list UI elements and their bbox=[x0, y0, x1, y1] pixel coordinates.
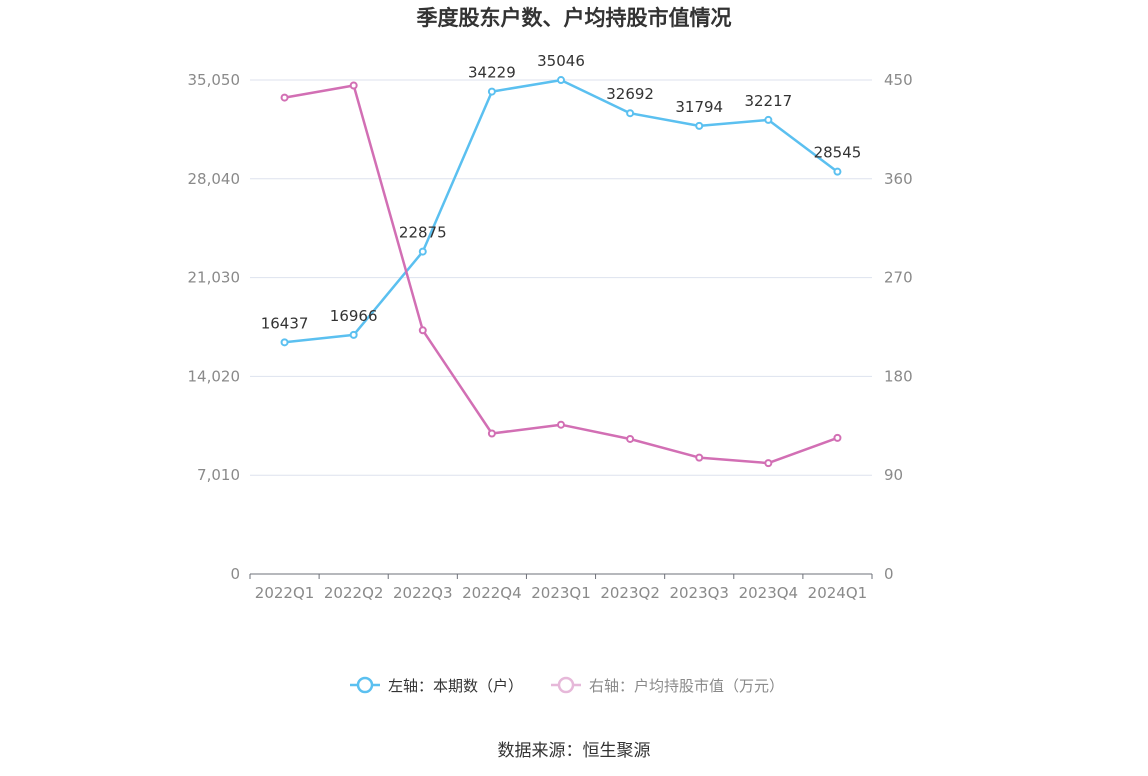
data-point bbox=[418, 326, 427, 335]
legend-marker-icon bbox=[356, 676, 374, 694]
left-axis-tick-label: 14,020 bbox=[188, 367, 241, 385]
right-axis-tick-label: 270 bbox=[884, 269, 913, 287]
right-axis-tick-label: 180 bbox=[884, 367, 913, 385]
data-point bbox=[626, 434, 635, 443]
x-axis-tick-label: 2023Q1 bbox=[531, 584, 591, 602]
legend-label: 左轴：本期数（户） bbox=[388, 677, 523, 695]
data-point bbox=[626, 109, 635, 118]
data-point bbox=[557, 76, 565, 85]
left-axis-tick-label: 28,040 bbox=[188, 170, 241, 188]
right-axis-tick-label: 90 bbox=[884, 466, 903, 484]
data-label: 28545 bbox=[814, 144, 862, 162]
data-point bbox=[764, 115, 773, 124]
data-point bbox=[833, 167, 842, 176]
data-label: 16966 bbox=[330, 307, 378, 325]
data-label: 34229 bbox=[468, 64, 516, 82]
x-axis-tick-label: 2022Q4 bbox=[462, 584, 522, 602]
left-axis-tick-label: 7,010 bbox=[197, 466, 240, 484]
x-axis-tick-label: 2024Q1 bbox=[808, 584, 868, 602]
series-line-market-value bbox=[284, 84, 838, 465]
data-label: 31794 bbox=[675, 98, 723, 116]
data-label: 35046 bbox=[537, 52, 585, 70]
data-point bbox=[695, 453, 704, 462]
axes: 0 0 7,010 90 14,020 180 21,030 270 28,040 360 35,0… bbox=[188, 71, 913, 602]
left-axis-tick-label: 21,030 bbox=[188, 269, 241, 287]
data-point bbox=[349, 330, 358, 339]
series-layer: 16437 16966 22875 34229 35046 32692 31794 32217… bbox=[261, 52, 862, 468]
data-label: 32217 bbox=[744, 92, 792, 110]
x-axis-tick-label: 2022Q1 bbox=[255, 584, 315, 602]
data-label: 32692 bbox=[606, 85, 654, 103]
x-axis-tick-label: 2022Q3 bbox=[393, 584, 453, 602]
left-axis-tick-label: 35,050 bbox=[188, 71, 241, 89]
x-axis-tick-label: 2022Q2 bbox=[324, 584, 384, 602]
data-point bbox=[833, 433, 842, 442]
right-axis-tick-label: 450 bbox=[884, 71, 913, 89]
x-axis-tick-label: 2023Q4 bbox=[739, 584, 799, 602]
data-label: 22875 bbox=[399, 224, 447, 242]
data-point bbox=[487, 429, 496, 438]
legend-marker-icon bbox=[557, 676, 575, 694]
data-point bbox=[764, 459, 773, 468]
series-line-holders bbox=[284, 78, 839, 344]
chart-title: 季度股东户数、户均持股市值情况 bbox=[417, 6, 732, 30]
data-point bbox=[349, 81, 358, 90]
legend-item[interactable]: 右轴：户均持股市值（万元） bbox=[551, 676, 784, 695]
data-point bbox=[695, 121, 704, 130]
grid-lines bbox=[250, 79, 872, 476]
right-axis-tick-label: 0 bbox=[884, 565, 894, 583]
legend-label: 右轴：户均持股市值（万元） bbox=[589, 677, 784, 695]
data-point bbox=[418, 247, 427, 256]
legend-item[interactable]: 左轴：本期数（户） bbox=[350, 676, 523, 695]
data-point bbox=[557, 420, 565, 429]
data-point bbox=[280, 338, 289, 347]
x-axis-tick-label: 2023Q2 bbox=[600, 584, 660, 602]
x-axis-tick-label: 2023Q3 bbox=[669, 584, 729, 602]
data-point bbox=[487, 87, 496, 96]
data-point bbox=[280, 93, 289, 102]
data-label: 16437 bbox=[261, 314, 309, 332]
legend: 左轴：本期数（户） 右轴：户均持股市值（万元） bbox=[350, 676, 784, 695]
right-axis-tick-label: 360 bbox=[884, 170, 913, 188]
left-axis-tick-label: 0 bbox=[230, 565, 240, 583]
source-note: 数据来源：恒生聚源 bbox=[498, 741, 651, 761]
